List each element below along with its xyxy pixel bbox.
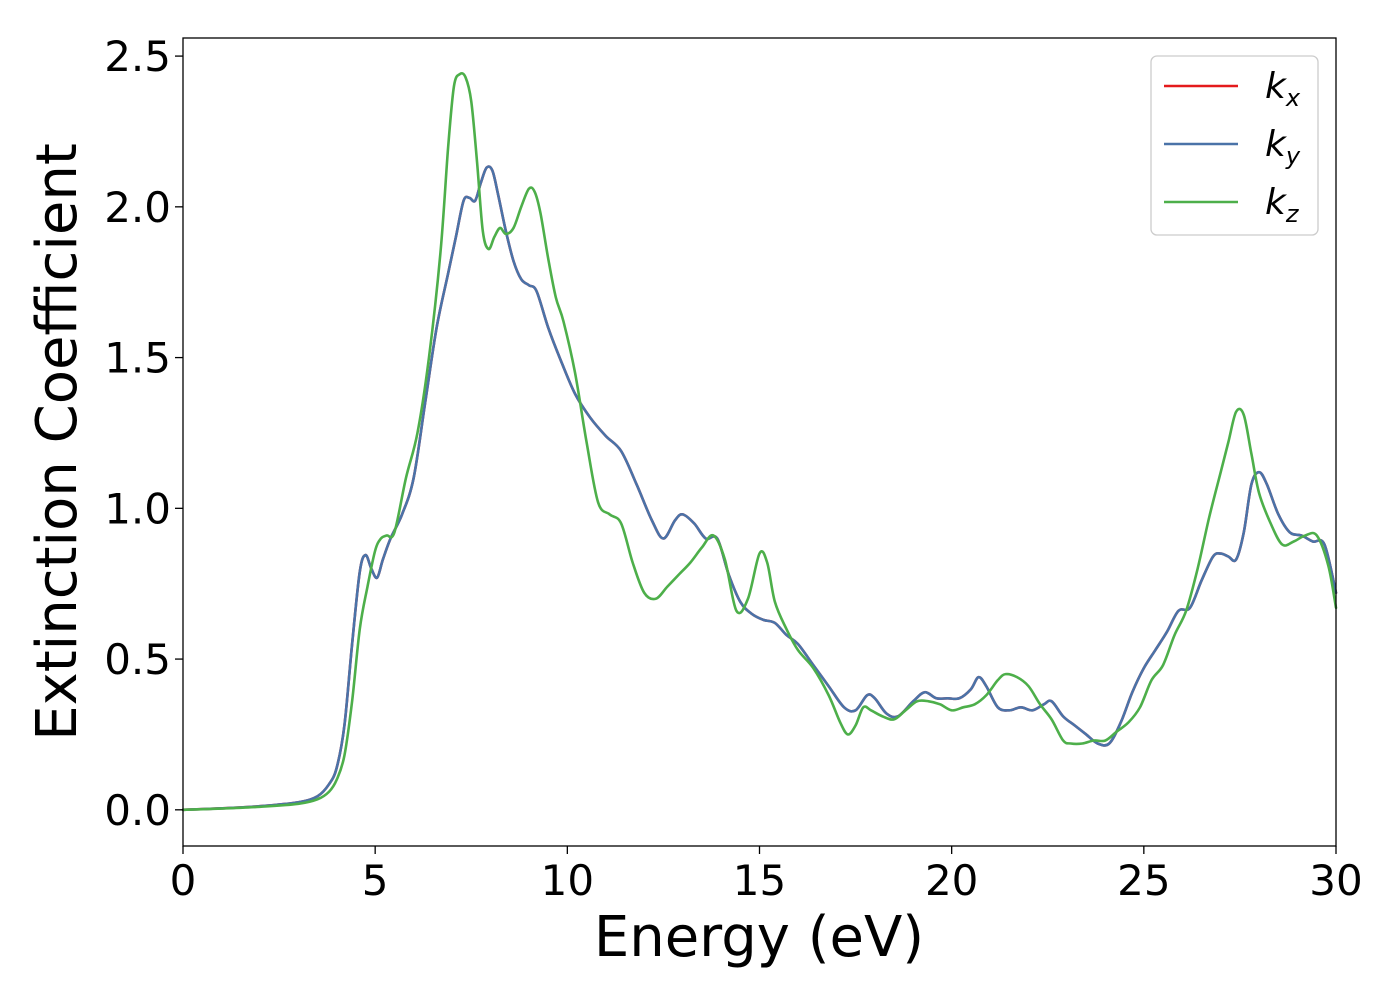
x-axis-title: Energy (eV) (594, 905, 924, 970)
x-tick-label: 20 (925, 856, 978, 905)
series-line-z (181, 71, 1338, 812)
x-tick-label: 15 (733, 856, 786, 905)
series-line-y (181, 165, 1338, 812)
series-layer (181, 71, 1338, 812)
x-axis-ticks: 0 5 10 15 20 25 30 (170, 846, 1363, 905)
y-axis-ticks: 0.0 0.5 1.0 1.5 2.0 2.5 (104, 32, 183, 835)
x-tick-label: 30 (1309, 856, 1362, 905)
legend-box (1150, 55, 1319, 236)
x-tick-label: 25 (1117, 856, 1170, 905)
y-tick-label: 1.5 (104, 334, 171, 383)
y-tick-label: 0.5 (104, 635, 171, 684)
x-tick-label: 5 (362, 856, 389, 905)
y-tick-label: 2.0 (104, 183, 171, 232)
x-tick-label: 10 (541, 856, 594, 905)
y-tick-label: 0.0 (104, 786, 171, 835)
y-tick-label: 1.0 (104, 484, 171, 533)
y-tick-label: 2.5 (104, 32, 171, 81)
y-axis-title: Extinction Coefficient (25, 143, 90, 741)
x-tick-label: 0 (170, 856, 197, 905)
